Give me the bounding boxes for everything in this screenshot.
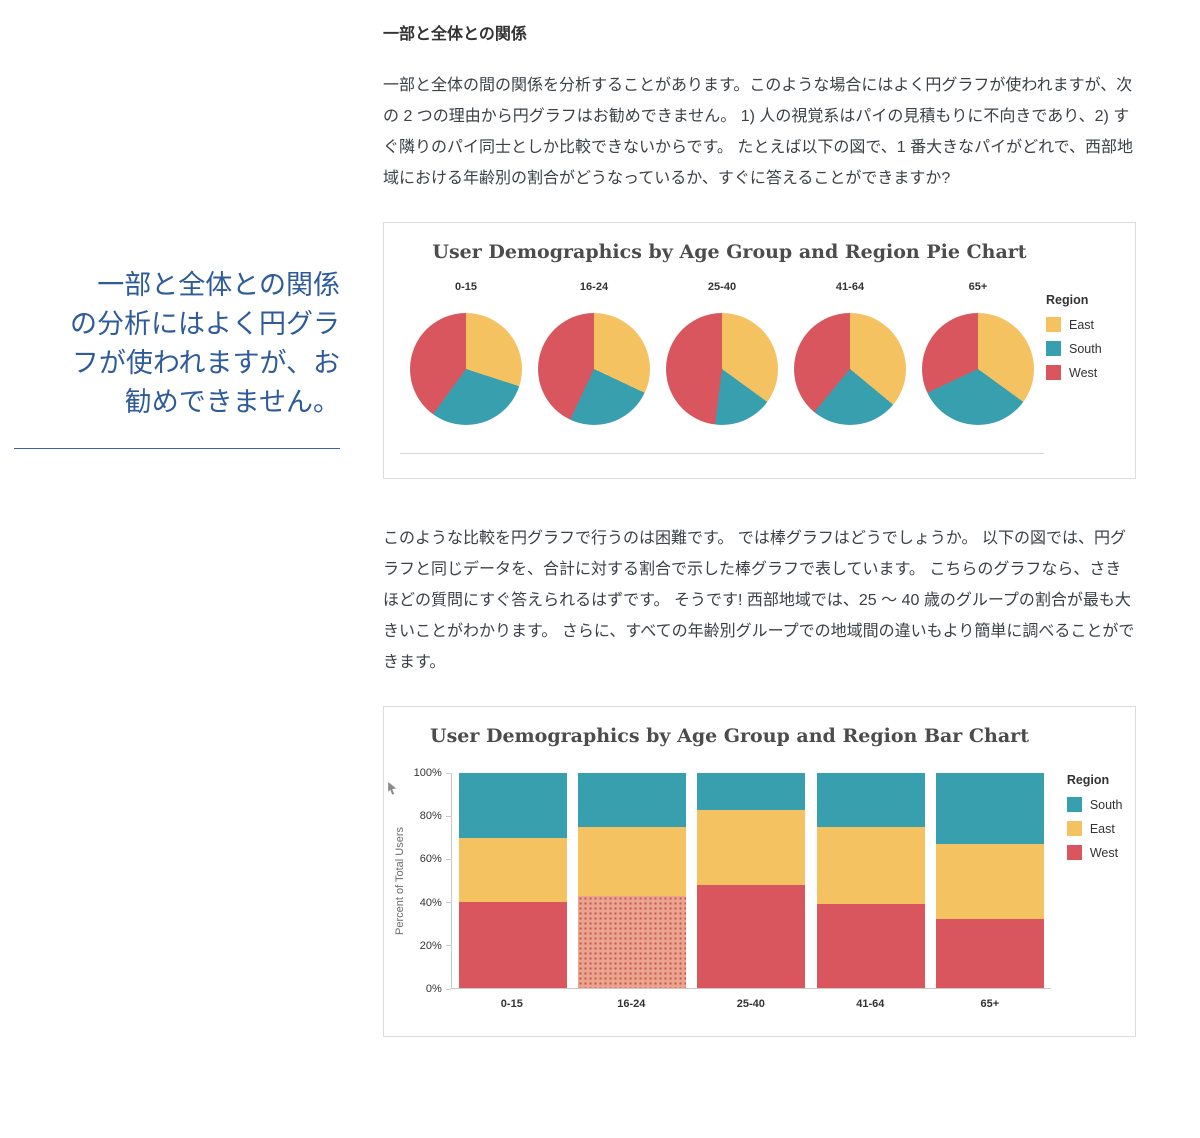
y-tick-label: 80% <box>419 810 442 823</box>
pie-legend: Region East South West <box>1046 281 1125 454</box>
bar-segment-16-24-west <box>578 895 687 988</box>
legend-swatch-south <box>1066 797 1082 812</box>
x-axis-label-41-64: 41-64 <box>856 998 885 1010</box>
pie-charts-area: 0-15 16-24 25-40 41-64 65+ <box>398 281 1046 454</box>
pie-cell-0-15: 0-15 <box>402 281 530 425</box>
article: 一部と全体との関係 一部と全体の間の関係を分析することがあります。このような場合… <box>383 20 1136 1081</box>
bar-segment-25-40-south <box>697 773 806 810</box>
bar-segment-0-15-south <box>458 773 567 838</box>
y-tick-mark <box>445 945 451 947</box>
y-axis-ticks: 0% 20% 40% 60% 80% 100% <box>407 767 451 995</box>
y-tick-mark <box>445 772 451 774</box>
bar-segment-0-15-west <box>458 902 567 988</box>
pie-chart-figure: User Demographics by Age Group and Regio… <box>383 222 1136 479</box>
pie-age-label: 65+ <box>968 281 988 293</box>
cursor-icon <box>386 781 399 801</box>
x-axis-label-16-24: 16-24 <box>617 998 646 1010</box>
y-tick-mark <box>445 988 451 990</box>
legend-label: East <box>1089 821 1115 836</box>
bar-25-40 <box>697 773 806 988</box>
legend-swatch-east <box>1046 317 1061 332</box>
bar-65+ <box>935 773 1044 988</box>
pie-chart-0-15 <box>410 313 522 425</box>
pie-chart-16-24 <box>538 313 650 425</box>
legend-title: Region <box>1046 293 1089 307</box>
pie-age-label: 41-64 <box>835 281 865 293</box>
pie-cell-16-24: 16-24 <box>530 281 658 425</box>
pie-age-label: 25-40 <box>707 281 737 293</box>
legend-label: South <box>1089 797 1123 812</box>
bar-segment-25-40-east <box>697 809 806 885</box>
pull-quote-divider <box>14 448 340 449</box>
legend-swatch-east <box>1066 821 1082 836</box>
y-axis-label: Percent of Total Users <box>394 826 407 935</box>
article-paragraph-1: 一部と全体の間の関係を分析することがあります。このような場合にはよく円グラフが使… <box>383 77 1133 187</box>
bar-segment-41-64-south <box>816 773 925 827</box>
y-tick-mark <box>445 902 451 904</box>
legend-item-east: East <box>1066 821 1127 836</box>
pie-cell-25-40: 25-40 <box>658 281 786 425</box>
bar-segment-41-64-east <box>816 826 925 905</box>
bar-segment-41-64-west <box>816 904 925 988</box>
y-tick-label: 0% <box>425 983 442 995</box>
bar-41-64 <box>816 773 925 988</box>
pie-age-label: 0-15 <box>454 281 478 293</box>
bar-figure-title: User Demographics by Age Group and Regio… <box>430 725 1029 747</box>
pie-cell-65+: 65+ <box>914 281 1042 425</box>
article-heading: 一部と全体との関係 <box>383 26 527 43</box>
x-axis-label-0-15: 0-15 <box>500 998 523 1010</box>
bar-segment-0-15-east <box>458 837 567 902</box>
x-axis-label-25-40: 25-40 <box>736 998 765 1010</box>
legend-item-south: South <box>1066 797 1127 812</box>
legend-swatch-south <box>1046 341 1061 356</box>
pull-quote-text: 一部と全体との関係 の分析にはよく円グラ フが使われますが、お 勧めできません。 <box>70 270 340 417</box>
pie-chart-65+ <box>922 313 1034 425</box>
bar-segment-65+-east <box>935 843 1044 920</box>
bar-0-15 <box>458 773 567 988</box>
bar-segment-65+-south <box>935 773 1044 844</box>
pie-cell-41-64: 41-64 <box>786 281 914 425</box>
bar-segment-16-24-east <box>578 826 687 896</box>
legend-item-south: South <box>1046 341 1125 356</box>
y-tick-label: 60% <box>419 853 442 866</box>
legend-label: West <box>1069 365 1098 380</box>
legend-item-west: West <box>1066 845 1127 860</box>
legend-swatch-west <box>1066 845 1082 860</box>
pie-chart-41-64 <box>794 313 906 425</box>
legend-item-east: East <box>1046 317 1125 332</box>
bar-segment-25-40-west <box>697 884 806 988</box>
pie-figure-title: User Demographics by Age Group and Regio… <box>432 241 1027 263</box>
y-axis-label-column: Percent of Total Users <box>394 773 407 989</box>
y-tick-mark <box>445 815 451 817</box>
legend-label: East <box>1069 317 1095 332</box>
bar-16-24 <box>578 773 687 988</box>
x-axis-labels: 0-15 16-24 25-40 41-64 65+ <box>451 989 1051 1010</box>
x-axis-label-65+: 65+ <box>980 998 1000 1010</box>
pie-axis-line <box>400 453 1044 454</box>
legend-label: West <box>1089 845 1119 860</box>
pie-chart-25-40 <box>666 313 778 425</box>
legend-swatch-west <box>1046 365 1061 380</box>
bar-segment-65+-west <box>935 919 1044 988</box>
article-paragraph-2: このような比較を円グラフで行うのは困難です。 では棒グラフはどうでしょうか。 以… <box>383 530 1135 671</box>
y-tick-mark <box>445 858 451 860</box>
pull-quote: 一部と全体との関係 の分析にはよく円グラ フが使われますが、お 勧めできません。 <box>14 266 340 449</box>
y-tick-label: 100% <box>413 767 442 779</box>
legend-label: South <box>1069 341 1102 356</box>
bar-chart-figure: User Demographics by Age Group and Regio… <box>383 706 1136 1037</box>
pie-age-label: 16-24 <box>579 281 609 293</box>
bar-plot-area <box>450 773 1051 989</box>
y-tick-label: 40% <box>419 896 442 909</box>
bar-legend: Region South East West <box>1066 773 1127 869</box>
legend-title: Region <box>1066 773 1110 787</box>
y-tick-label: 20% <box>419 939 442 952</box>
bar-segment-16-24-south <box>578 773 687 827</box>
legend-item-west: West <box>1046 365 1125 380</box>
